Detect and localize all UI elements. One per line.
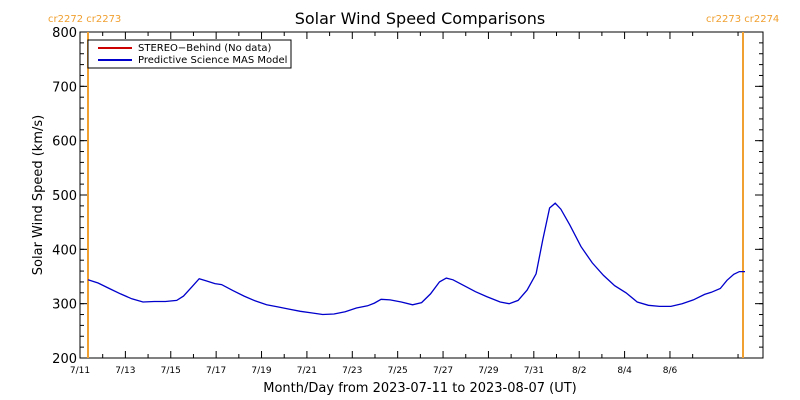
y-tick-label: 800 [52,26,77,41]
x-tick-label: 8/6 [663,366,678,376]
x-tick-label: 7/17 [206,366,226,376]
x-tick-label: 7/31 [524,366,544,376]
y-tick-label: 300 [52,298,77,313]
plot-area [79,31,764,359]
x-tick-label: 7/13 [115,366,135,376]
x-tick-label: 7/15 [161,366,181,376]
legend-label-stereo: STEREO−Behind (No data) [138,43,271,54]
x-tick-label: 8/4 [617,366,632,376]
legend: STEREO−Behind (No data) Predictive Scien… [87,39,292,69]
y-tick-label: 500 [52,189,77,204]
x-tick-label: 8/2 [572,366,586,376]
y-axis: 200 300 400 500 600 700 800 [52,26,763,367]
carrington-marker-label: cr2273 cr2274 [706,14,779,25]
chart-title: Solar Wind Speed Comparisons [295,9,546,28]
x-axis-label: Month/Day from 2023-07-11 to 2023-08-07 … [263,381,576,396]
x-axis: 7/11 7/13 7/15 7/17 7/19 7/21 7/23 7/25 7/27 7/29… [70,32,739,376]
series-line-mas-model [87,202,745,316]
carrington-markers: cr2272 cr2273 cr2273 cr2274 [48,14,779,358]
x-tick-label: 7/25 [388,366,408,376]
x-tick-label: 7/11 [70,366,90,376]
x-tick-label: 7/29 [478,366,498,376]
x-tick-label: 7/27 [433,366,453,376]
y-axis-label: Solar Wind Speed (km/s) [31,115,46,275]
y-tick-label: 700 [52,80,77,95]
y-tick-label: 600 [52,135,77,150]
x-tick-label: 7/19 [251,366,271,376]
legend-label-mas: Predictive Science MAS Model [138,55,287,66]
x-tick-label: 7/21 [297,366,317,376]
carrington-marker-label: cr2272 cr2273 [48,14,121,25]
x-tick-label: 7/23 [342,366,362,376]
y-tick-label: 200 [52,352,77,367]
series-lines [87,202,745,316]
legend-box [87,39,292,69]
y-tick-label: 400 [52,243,77,258]
